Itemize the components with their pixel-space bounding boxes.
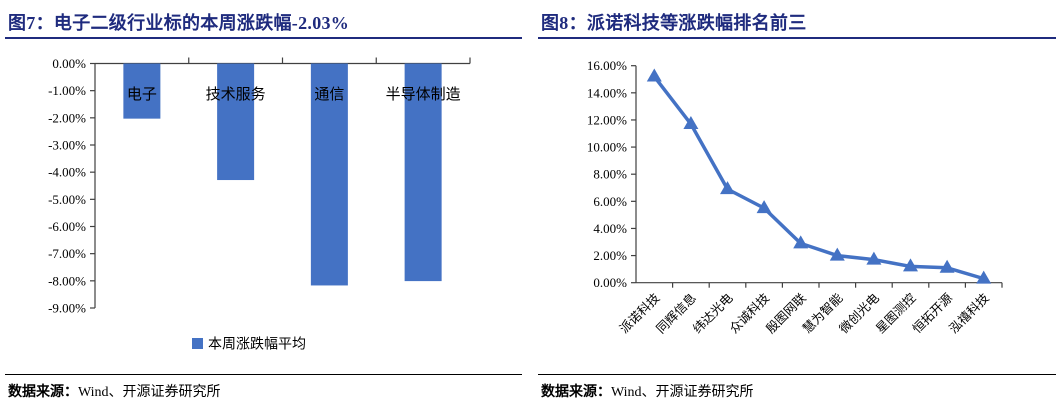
y-tick-label: 0.00% bbox=[593, 275, 627, 290]
marker-微创光电 bbox=[866, 251, 882, 265]
figure-7-title: 图7：电子二级行业标的本周涨跌幅-2.03% bbox=[8, 13, 350, 33]
bar-技术服务 bbox=[217, 63, 255, 181]
y-tick-label: -7.00% bbox=[48, 246, 86, 261]
y-tick-label: 16.00% bbox=[587, 58, 627, 73]
y-tick-label: -1.00% bbox=[48, 83, 86, 98]
y-tick-label: -4.00% bbox=[48, 165, 86, 180]
y-tick-label: 6.00% bbox=[593, 194, 627, 209]
figure-8-title-rule bbox=[538, 37, 1056, 39]
bar-半导体制造 bbox=[404, 63, 442, 282]
figure-8-source-prefix: 数据来源： bbox=[541, 385, 611, 400]
bar-电子 bbox=[123, 63, 161, 119]
marker-同辉信息 bbox=[683, 116, 699, 130]
figure-8-source-rule bbox=[538, 374, 1056, 375]
figure-7-source-body: Wind、开源证券研究所 bbox=[78, 385, 221, 400]
y-tick-label: -5.00% bbox=[48, 192, 86, 207]
marker-众诚科技 bbox=[756, 200, 772, 214]
y-tick-label: 8.00% bbox=[593, 167, 627, 182]
marker-恒拓开源 bbox=[939, 259, 955, 273]
category-label: 技术服务 bbox=[206, 86, 266, 103]
y-tick-label: 0.00% bbox=[52, 56, 86, 71]
figure-7-source: 数据来源：Wind、开源证券研究所 bbox=[8, 381, 221, 401]
figure-8-source: 数据来源：Wind、开源证券研究所 bbox=[541, 381, 754, 401]
marker-泓禧科技 bbox=[976, 270, 992, 284]
marker-纬达光电 bbox=[720, 181, 735, 195]
marker-殷图网联 bbox=[793, 235, 809, 249]
y-tick-label: -6.00% bbox=[48, 219, 86, 234]
x-category-label: 泓禧科技 bbox=[947, 291, 993, 337]
y-tick-label: 2.00% bbox=[593, 248, 627, 263]
y-tick-label: -9.00% bbox=[48, 301, 86, 316]
y-tick-label: -3.00% bbox=[48, 138, 86, 153]
category-label: 通信 bbox=[314, 86, 344, 103]
data-line bbox=[652, 74, 986, 281]
figure-7-source-rule bbox=[5, 374, 522, 375]
figure-7-source-prefix: 数据来源： bbox=[8, 385, 78, 400]
bar-通信 bbox=[310, 63, 348, 286]
figure-8-title: 图8：派诺科技等涨跌幅排名前三 bbox=[541, 13, 807, 33]
y-tick-label: 4.00% bbox=[593, 221, 627, 236]
y-tick-label: 12.00% bbox=[587, 112, 627, 127]
y-tick-label: 14.00% bbox=[587, 85, 627, 100]
marker-慧为智能 bbox=[829, 247, 845, 261]
figure-8-line-chart: 16.00% 14.00% 12.00% 10.00% 8.00% 6.00% 4.00% 2… bbox=[587, 58, 1003, 337]
y-tick-label: -8.00% bbox=[48, 273, 86, 288]
y-tick-label: -2.00% bbox=[48, 110, 86, 125]
category-label: 电子 bbox=[127, 86, 157, 103]
category-label: 半导体制造 bbox=[386, 86, 461, 103]
legend-label: 本周涨跌幅平均 bbox=[208, 337, 306, 353]
figure-8-source-body: Wind、开源证券研究所 bbox=[611, 385, 754, 400]
figure-7-title-rule bbox=[5, 37, 522, 39]
y-tick-label: 10.00% bbox=[587, 140, 627, 155]
legend-swatch bbox=[192, 338, 203, 349]
marker-派诺科技 bbox=[646, 68, 662, 82]
figure-7-bar-chart: 0.00% -1.00% -2.00% -3.00% -4.00% -5.00% -6.00… bbox=[48, 56, 471, 353]
marker-星图测控 bbox=[903, 258, 918, 272]
